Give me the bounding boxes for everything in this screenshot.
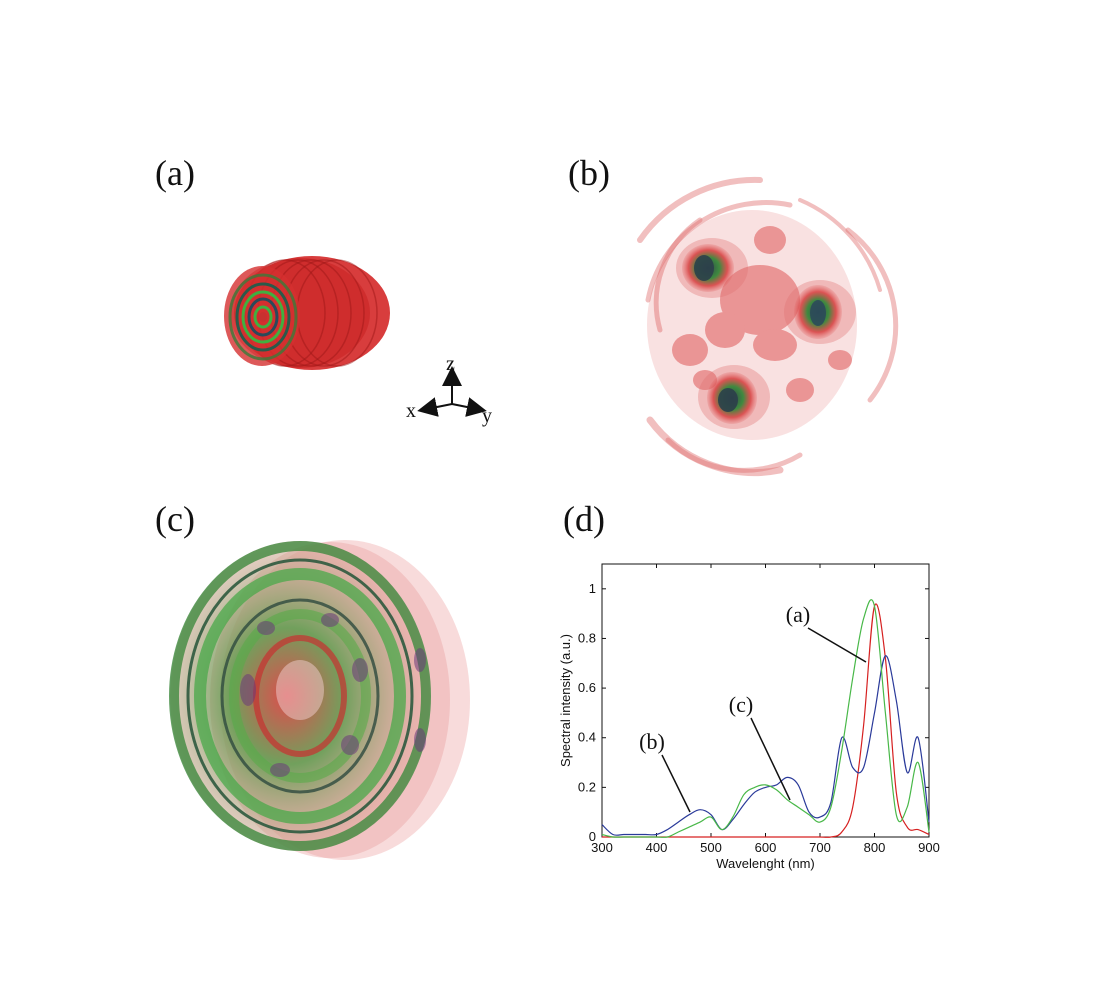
y-tick-label: 0.2	[578, 779, 596, 794]
annotation-leader-1	[807, 627, 867, 663]
annotation-label-2: (c)	[729, 692, 753, 717]
coordinate-triad: z x y	[406, 353, 492, 427]
y-tick-label: 0.4	[578, 730, 596, 745]
x-tick-label: 500	[700, 840, 722, 855]
panel-c-render	[169, 540, 470, 860]
annotation-label-1: (a)	[786, 602, 810, 627]
y-tick-label: 0.6	[578, 680, 596, 695]
x-tick-label: 700	[809, 840, 831, 855]
y-axis-label: Spectral intensity (a.u.)	[558, 634, 573, 767]
panel-label-d: (d)	[563, 499, 605, 539]
blob-right	[784, 280, 856, 344]
y-tick-label: 1	[589, 581, 596, 596]
blob-top-left	[676, 238, 748, 298]
x-tick-label: 400	[646, 840, 668, 855]
panel-a-render	[224, 256, 390, 370]
series-line-2	[601, 655, 930, 836]
triad-x-label: x	[406, 400, 416, 422]
x-axis-label: Wavelenght (nm)	[716, 856, 815, 871]
triad-y-label: y	[482, 405, 492, 427]
triad-z-label: z	[446, 353, 455, 375]
annotation-label-3: (b)	[639, 729, 665, 754]
plot-frame	[601, 563, 930, 838]
x-tick-label: 800	[864, 840, 886, 855]
y-tick-label: 0.8	[578, 630, 596, 645]
panel-label-c: (c)	[155, 499, 195, 539]
x-tick-label: 600	[755, 840, 777, 855]
x-tick-label: 300	[591, 840, 613, 855]
x-tick-label: 900	[918, 840, 940, 855]
blob-bottom	[698, 365, 770, 429]
panel-label-b: (b)	[568, 153, 610, 193]
annotation-leader-2	[750, 717, 791, 801]
annotation-leader-3	[661, 754, 691, 813]
panel-b-render	[637, 176, 899, 477]
y-tick-label: 0	[589, 829, 596, 844]
spectrum-chart: 300 400 500 600 700 800 900 0 0.2 0.4 0.6 0.8 1 (a)…	[558, 563, 940, 871]
panel-label-a: (a)	[155, 153, 195, 193]
series-line-3	[601, 599, 930, 838]
